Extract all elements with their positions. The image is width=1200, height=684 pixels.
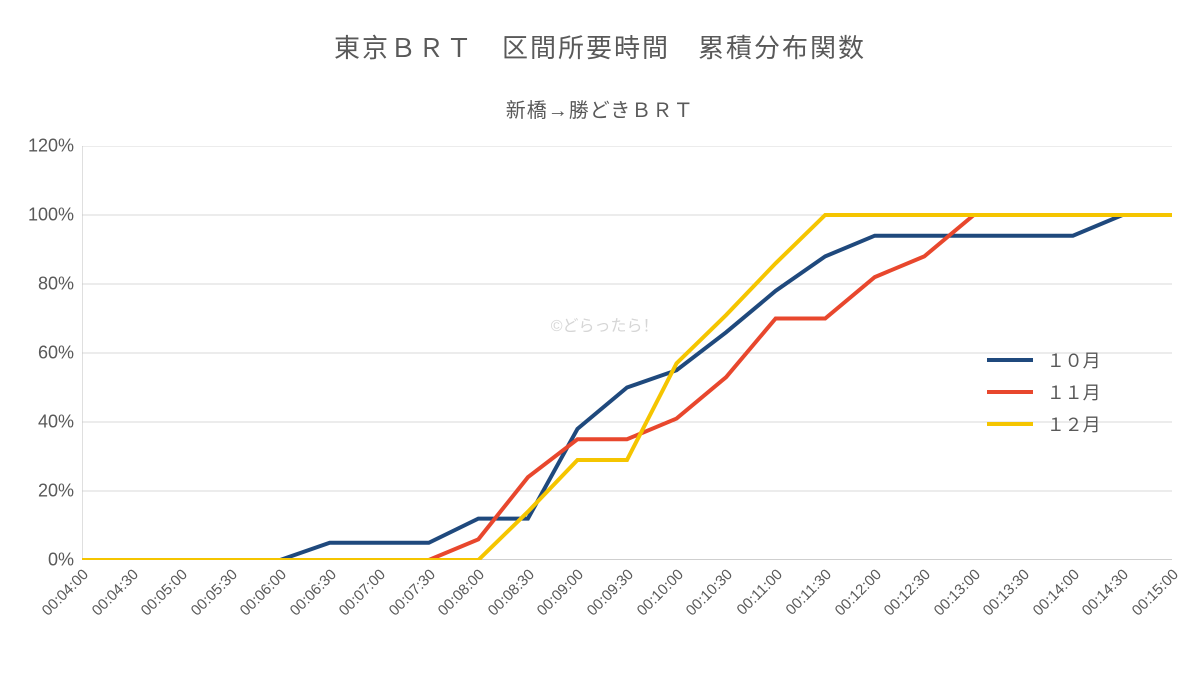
watermark: ©どらったら！ bbox=[551, 312, 659, 336]
legend-item: １２月 bbox=[987, 411, 1101, 437]
legend-item: １１月 bbox=[987, 379, 1101, 405]
y-tick-label: 120% bbox=[28, 136, 82, 157]
chart-subtitle: 新橋→勝どきＢＲＴ bbox=[0, 94, 1200, 123]
legend-item: １０月 bbox=[987, 347, 1101, 373]
legend-swatch bbox=[987, 358, 1033, 362]
legend-swatch bbox=[987, 422, 1033, 426]
legend: １０月 １１月 １２月 bbox=[987, 341, 1101, 443]
legend-label: １２月 bbox=[1047, 411, 1101, 437]
y-tick-label: 60% bbox=[38, 343, 82, 364]
cdf-chart: 東京ＢＲＴ 区間所要時間 累積分布関数 新橋→勝どきＢＲＴ 0%20%40%60… bbox=[0, 0, 1200, 684]
x-tick-label: 00:15:00 bbox=[1170, 525, 1200, 578]
y-tick-label: 100% bbox=[28, 205, 82, 226]
legend-swatch bbox=[987, 390, 1033, 394]
y-tick-label: 20% bbox=[38, 481, 82, 502]
y-tick-label: 80% bbox=[38, 274, 82, 295]
legend-label: １１月 bbox=[1047, 379, 1101, 405]
legend-label: １０月 bbox=[1047, 347, 1101, 373]
plot-area: 0%20%40%60%80%100%120% 00:04:0000:04:300… bbox=[82, 146, 1172, 560]
y-tick-label: 40% bbox=[38, 412, 82, 433]
chart-title: 東京ＢＲＴ 区間所要時間 累積分布関数 bbox=[0, 28, 1200, 65]
